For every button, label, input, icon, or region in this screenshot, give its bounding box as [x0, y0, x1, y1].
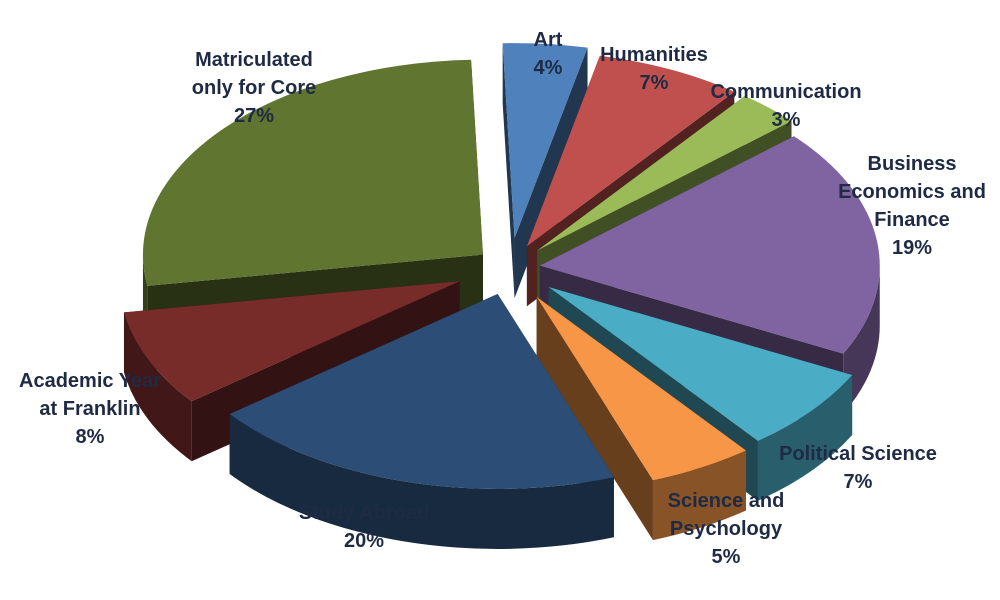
slice-percent: 3%	[772, 109, 801, 131]
slice-percent: 8%	[76, 426, 105, 448]
pie-slice-4	[548, 287, 853, 441]
slice-label-line: Economics and	[838, 181, 986, 203]
pie-slice-0	[502, 43, 588, 239]
slice-label-line: Political Science	[779, 443, 937, 465]
slice-wall-0-0	[502, 43, 515, 299]
slice-outer-6-0	[229, 414, 614, 549]
slice-label-5: Science and Psychology 5%	[668, 490, 785, 568]
pie-labels: Art 4% Humanities 7% Communication 3% Business…	[19, 29, 986, 568]
slice-label-2: Communication 3%	[710, 81, 861, 131]
slice-outer-3-0	[843, 265, 880, 414]
slice-label-6: Study Abroad 20%	[299, 502, 429, 552]
pie-slice-2	[537, 95, 792, 251]
slice-percent: 20%	[344, 530, 384, 552]
pie-slice-7	[123, 281, 460, 402]
pie-tops	[123, 43, 880, 489]
slice-label-1: Humanities 7%	[600, 44, 708, 94]
slice-label-3: Business Economics and Finance 19%	[838, 153, 986, 259]
slice-label-line: Academic Year	[19, 370, 161, 392]
slice-outer-4-0	[757, 374, 853, 501]
slice-percent: 4%	[534, 57, 563, 79]
slice-label-line: Art	[534, 29, 563, 51]
slice-label-line: Humanities	[600, 44, 708, 66]
slice-outer-7-0	[123, 312, 192, 462]
pie-slice-8	[142, 59, 483, 286]
slice-label-line: at Franklin	[39, 398, 140, 420]
slice-label-7: Academic Year at Franklin 8%	[19, 370, 161, 448]
slice-label-line: only for Core	[192, 77, 316, 99]
slice-wall-5-1	[536, 296, 653, 541]
slice-label-line: Psychology	[670, 518, 783, 540]
slice-percent: 7%	[844, 471, 873, 493]
slice-percent: 19%	[892, 237, 932, 259]
slice-label-line: Study Abroad	[299, 502, 429, 524]
pie-slice-6	[229, 293, 614, 489]
slice-label-4: Political Science 7%	[779, 443, 937, 493]
slice-label-0: Art 4%	[534, 29, 563, 79]
slice-label-line: Business	[868, 153, 957, 175]
slice-label-line: Communication	[710, 81, 861, 103]
slice-percent: 7%	[640, 72, 669, 94]
slice-percent: 5%	[712, 546, 741, 568]
pie-slice-1	[526, 55, 735, 247]
pie-slice-5	[536, 296, 746, 481]
slice-label-8: Matriculated only for Core 27%	[192, 49, 316, 127]
slice-label-line: Matriculated	[195, 49, 313, 71]
slice-percent: 27%	[234, 105, 274, 127]
slice-outer-5-0	[652, 450, 746, 541]
pie-slice-3	[539, 136, 880, 354]
slice-label-line: Science and	[668, 490, 785, 512]
slice-label-line: Finance	[874, 209, 950, 231]
